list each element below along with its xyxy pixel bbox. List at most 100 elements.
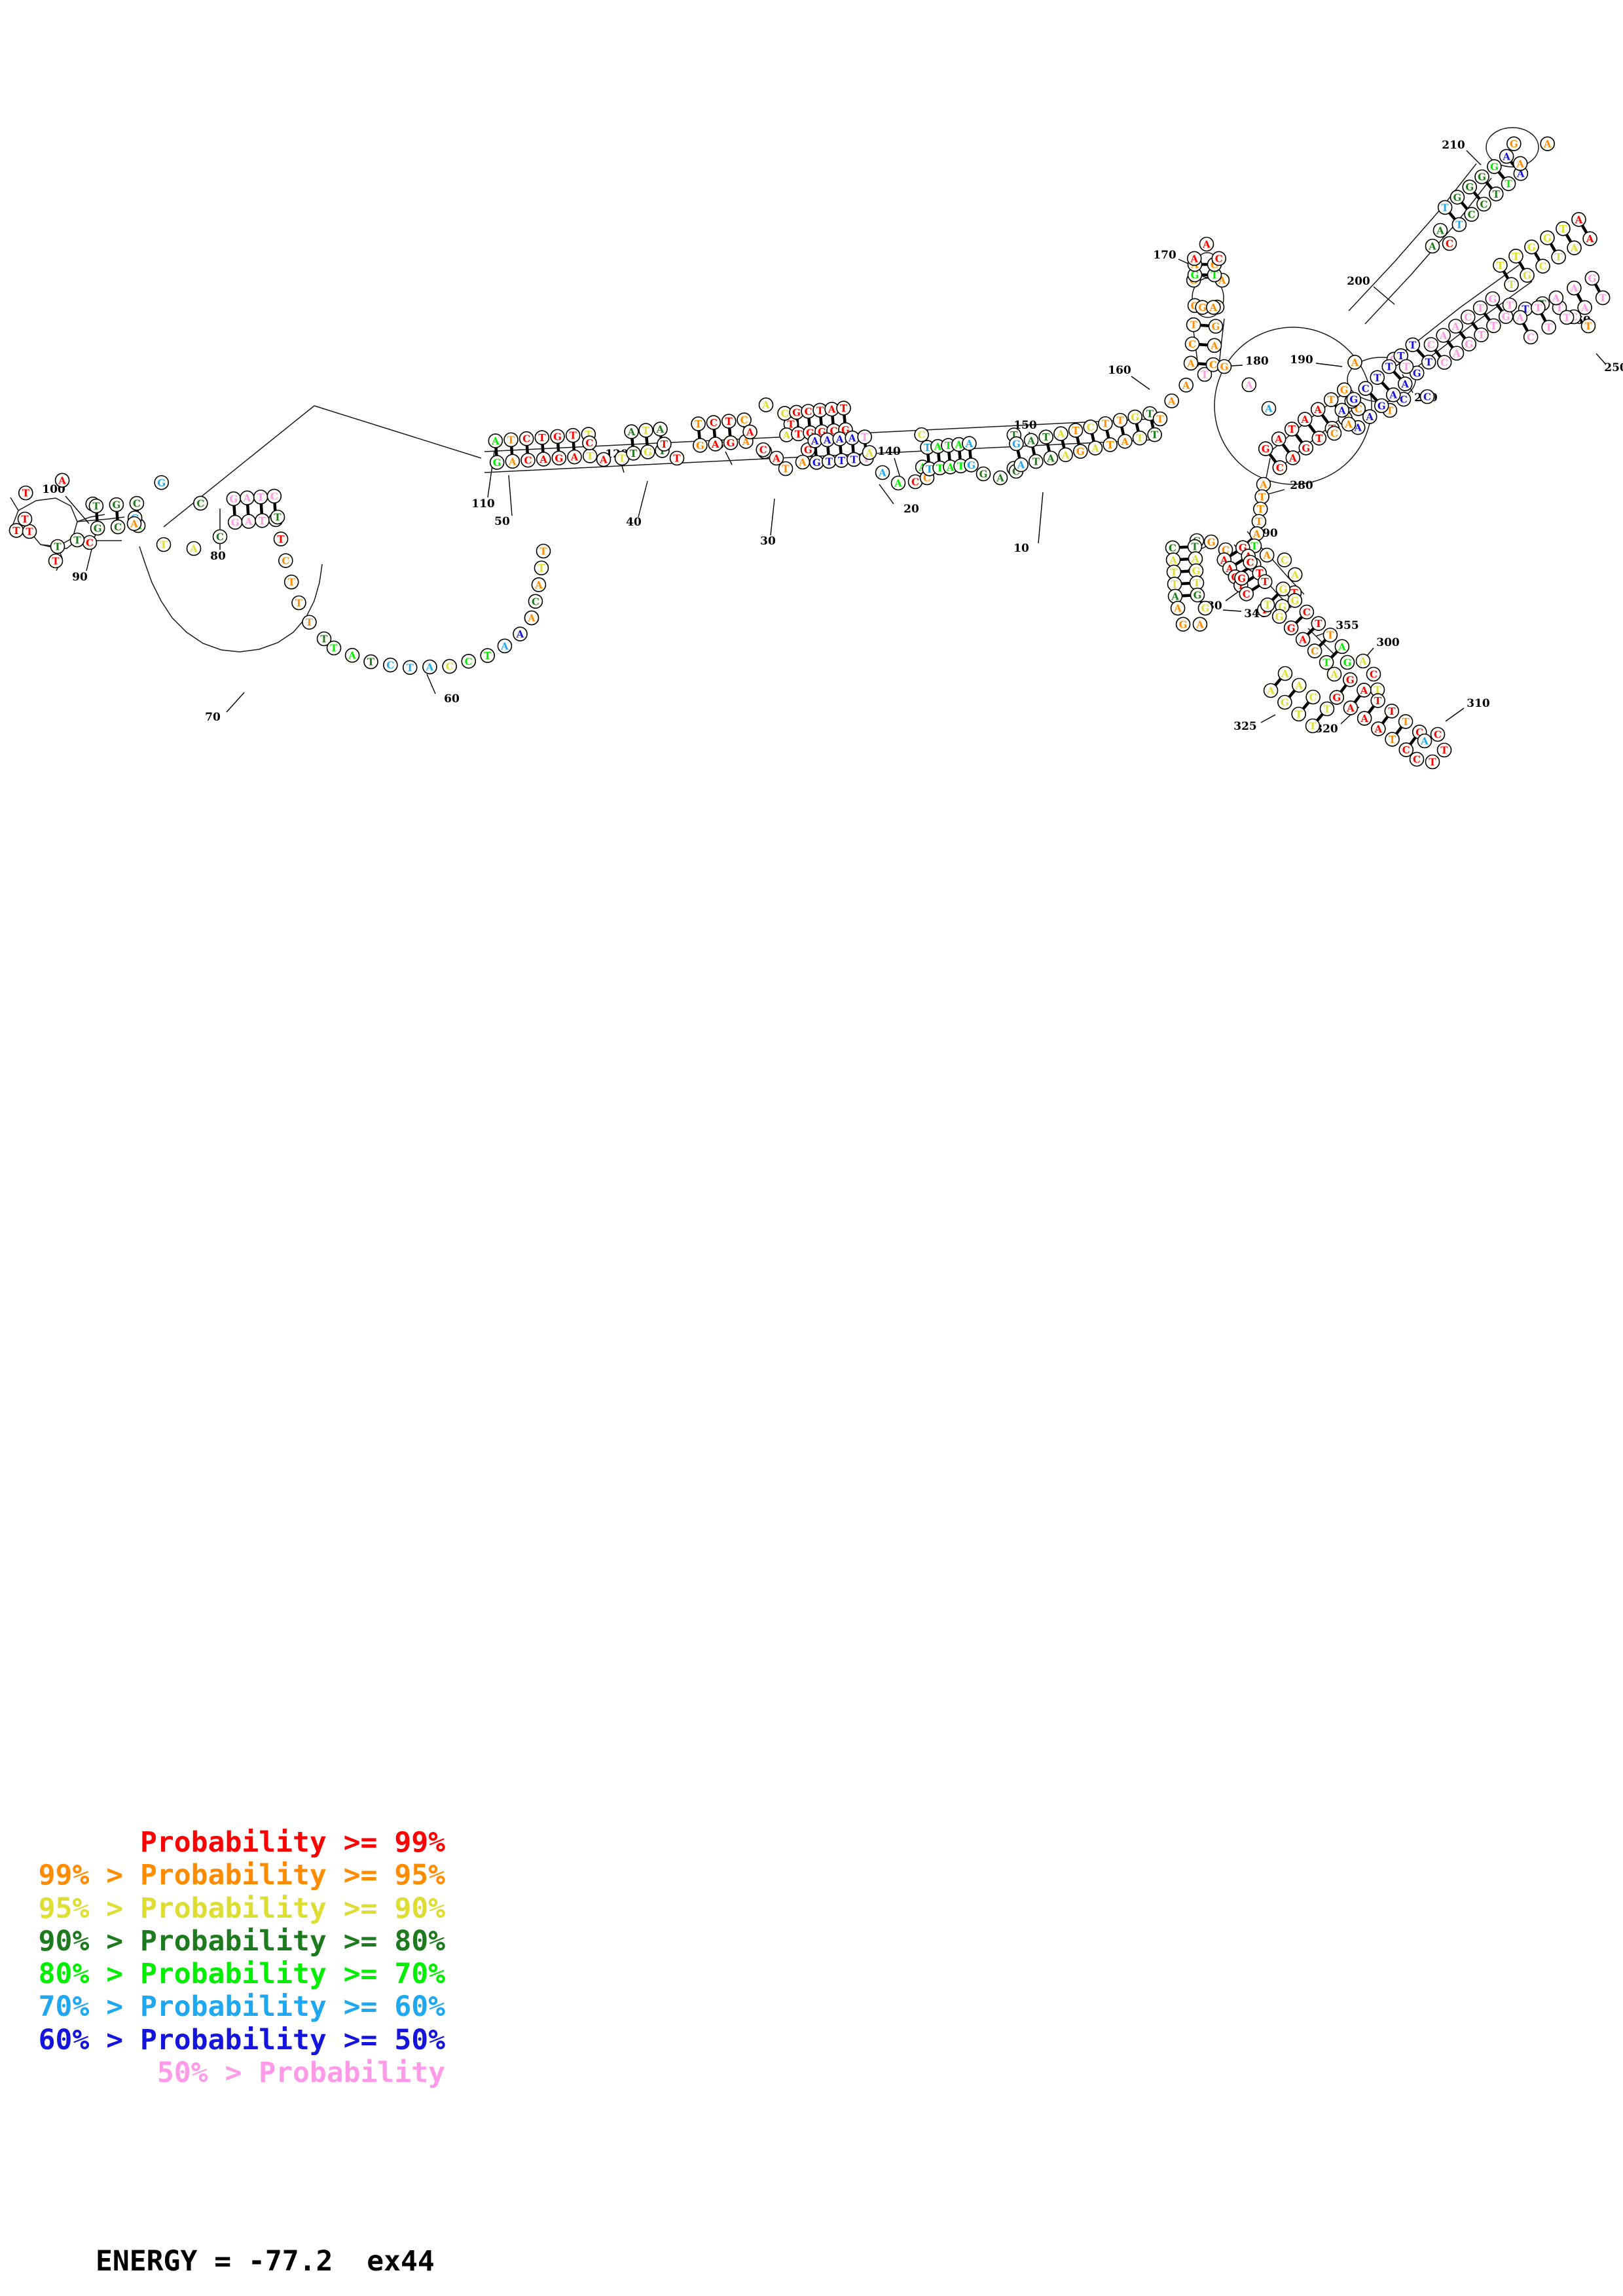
svg-text:T: T: [259, 515, 266, 527]
nucleotide: G: [1275, 581, 1291, 597]
nucleotide: C: [706, 415, 721, 430]
svg-text:T: T: [277, 533, 285, 545]
svg-text:A: A: [1027, 435, 1035, 446]
nucleotide: G: [723, 435, 739, 450]
nucleotide: A: [1199, 236, 1214, 252]
svg-text:T: T: [538, 562, 545, 574]
svg-text:C: C: [1539, 260, 1547, 272]
nucleotide: G: [1329, 690, 1345, 705]
svg-text:T: T: [274, 512, 282, 524]
svg-text:190: 190: [1290, 353, 1313, 367]
nucleotide: C: [1307, 643, 1322, 658]
svg-text:10: 10: [1013, 542, 1029, 555]
svg-text:T: T: [1555, 251, 1563, 263]
nucleotide: T: [1028, 454, 1044, 469]
svg-text:T: T: [26, 526, 33, 538]
svg-text:A: A: [599, 454, 608, 466]
nucleotide: T: [1580, 318, 1596, 334]
nucleotide: A: [1577, 300, 1592, 315]
svg-text:C: C: [1169, 542, 1176, 554]
nucleotide: T: [791, 426, 806, 442]
svg-text:C: C: [1215, 253, 1223, 264]
svg-text:G: G: [1191, 270, 1199, 281]
svg-text:A: A: [761, 399, 770, 411]
svg-text:T: T: [320, 634, 328, 645]
nucleotide: A: [1164, 393, 1179, 408]
nucleotide: T: [691, 416, 706, 431]
svg-text:A: A: [1017, 459, 1025, 471]
nucleotide: C: [914, 427, 929, 442]
nucleotide: T: [626, 446, 641, 461]
svg-text:T: T: [1264, 600, 1272, 611]
nucleotide: G: [1197, 600, 1213, 616]
legend-row-80: 90% > Probability >= 80%: [38, 1924, 445, 1958]
svg-text:C: C: [1243, 588, 1250, 600]
svg-text:G: G: [1343, 657, 1352, 669]
svg-text:T: T: [330, 643, 338, 655]
svg-text:C: C: [759, 444, 767, 456]
nucleotide: A: [1540, 136, 1555, 151]
nucleotide: A: [513, 626, 528, 641]
svg-text:A: A: [508, 456, 517, 467]
nucleotide: A: [1287, 567, 1303, 583]
svg-text:T: T: [1106, 439, 1114, 451]
svg-text:G: G: [967, 459, 976, 471]
nucleotide: A: [422, 659, 437, 675]
nucleotide: C: [1476, 196, 1491, 212]
nucleotide: A: [1357, 711, 1372, 726]
svg-text:A: A: [894, 478, 902, 490]
nucleotide: G: [1190, 587, 1205, 603]
nucleotide: T: [1132, 430, 1148, 446]
nucleotide: C: [519, 431, 534, 446]
nucleotide: A: [708, 437, 723, 452]
nucleotide: C: [1409, 751, 1425, 767]
nucleotide: A: [1341, 416, 1357, 432]
svg-text:T: T: [795, 428, 803, 440]
nucleotide: C: [1277, 552, 1292, 567]
nucleotide: G: [1461, 336, 1477, 351]
svg-text:A: A: [1173, 603, 1182, 615]
svg-text:T: T: [1151, 429, 1159, 441]
nucleotide: T: [1311, 431, 1327, 446]
nucleotide: A: [1206, 300, 1221, 315]
svg-text:C: C: [1209, 359, 1217, 371]
nucleotide: A: [758, 397, 774, 412]
svg-text:A: A: [1552, 293, 1560, 304]
nucleotide: T: [1472, 300, 1488, 315]
nucleotide: A: [795, 454, 811, 470]
nucleotide: C: [1442, 236, 1457, 251]
nucleotide: C: [801, 404, 816, 419]
svg-text:A: A: [627, 426, 636, 438]
nucleotide: A: [126, 516, 142, 531]
nucleotide: T: [1323, 392, 1339, 407]
svg-text:T: T: [1497, 260, 1504, 272]
nucleotide: A: [1582, 231, 1597, 246]
svg-text:170: 170: [1153, 249, 1176, 262]
svg-text:C: C: [1330, 428, 1338, 440]
svg-text:A: A: [1290, 569, 1299, 581]
nucleotide: A: [1548, 290, 1564, 306]
nucleotide: T: [1284, 422, 1300, 437]
svg-text:T: T: [507, 434, 515, 446]
nucleotide: T: [534, 430, 550, 445]
svg-text:G: G: [94, 522, 102, 534]
nucleotide: C: [737, 412, 752, 427]
svg-text:T: T: [22, 488, 30, 499]
svg-text:G: G: [1192, 565, 1201, 577]
nucleotide: A: [779, 427, 794, 442]
nucleotide: A: [488, 433, 503, 448]
svg-text:T: T: [288, 577, 296, 588]
svg-text:G: G: [1332, 692, 1341, 704]
nucleotide: T: [1393, 348, 1409, 363]
nucleotide: A: [1023, 433, 1039, 448]
svg-text:A: A: [516, 628, 524, 640]
svg-text:G: G: [1237, 573, 1246, 584]
svg-text:T: T: [539, 546, 547, 558]
svg-text:T: T: [306, 617, 314, 628]
svg-text:T: T: [924, 442, 932, 454]
nucleotide: A: [1425, 238, 1440, 254]
svg-text:C: C: [522, 433, 530, 445]
exterior-single-strand-110: [163, 405, 482, 528]
nucleotide: C: [212, 529, 228, 545]
svg-text:A: A: [1516, 168, 1525, 180]
